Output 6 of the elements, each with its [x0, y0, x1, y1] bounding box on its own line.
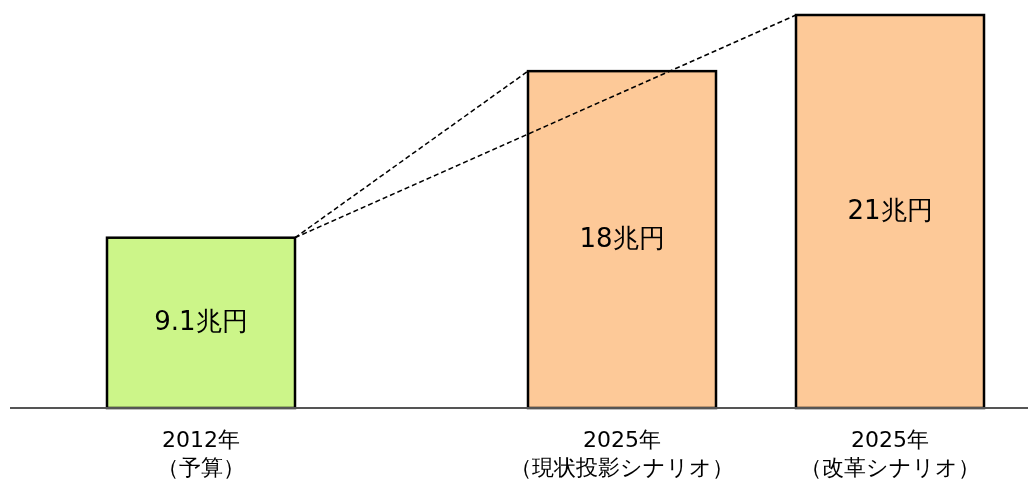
data-label: 21兆円	[847, 195, 933, 225]
x-tick-label: 2025年（改革シナリオ）	[800, 427, 980, 480]
data-label: 18兆円	[579, 223, 665, 254]
x-tick-label: 2012年（予算）	[157, 427, 245, 480]
data-label: 9.1兆円	[154, 306, 248, 337]
x-tick-label: 2025年（現状投影シナリオ）	[510, 427, 734, 480]
